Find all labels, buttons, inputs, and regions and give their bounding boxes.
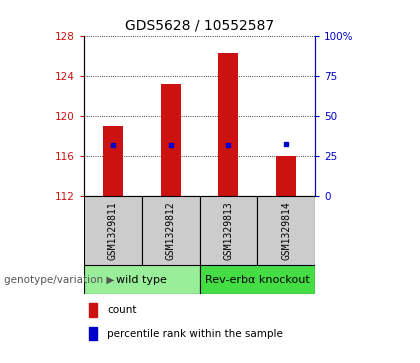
Bar: [103, 126, 123, 196]
Bar: [84, 196, 142, 265]
Text: GSM1329814: GSM1329814: [281, 201, 291, 260]
Text: count: count: [107, 305, 136, 315]
Bar: [200, 265, 315, 294]
Title: GDS5628 / 10552587: GDS5628 / 10552587: [125, 19, 274, 32]
Text: Rev-erbα knockout: Rev-erbα knockout: [205, 274, 310, 285]
Bar: [89, 327, 97, 340]
Text: genotype/variation ▶: genotype/variation ▶: [4, 274, 115, 285]
Bar: [218, 53, 239, 196]
Bar: [160, 84, 181, 196]
Bar: [89, 303, 97, 317]
Bar: [276, 156, 296, 196]
Bar: [257, 196, 315, 265]
Text: GSM1329813: GSM1329813: [223, 201, 234, 260]
Text: wild type: wild type: [116, 274, 167, 285]
Bar: [142, 196, 200, 265]
Text: GSM1329812: GSM1329812: [165, 201, 176, 260]
Text: percentile rank within the sample: percentile rank within the sample: [107, 329, 283, 339]
Text: GSM1329811: GSM1329811: [108, 201, 118, 260]
Bar: [200, 196, 257, 265]
Bar: [84, 265, 200, 294]
